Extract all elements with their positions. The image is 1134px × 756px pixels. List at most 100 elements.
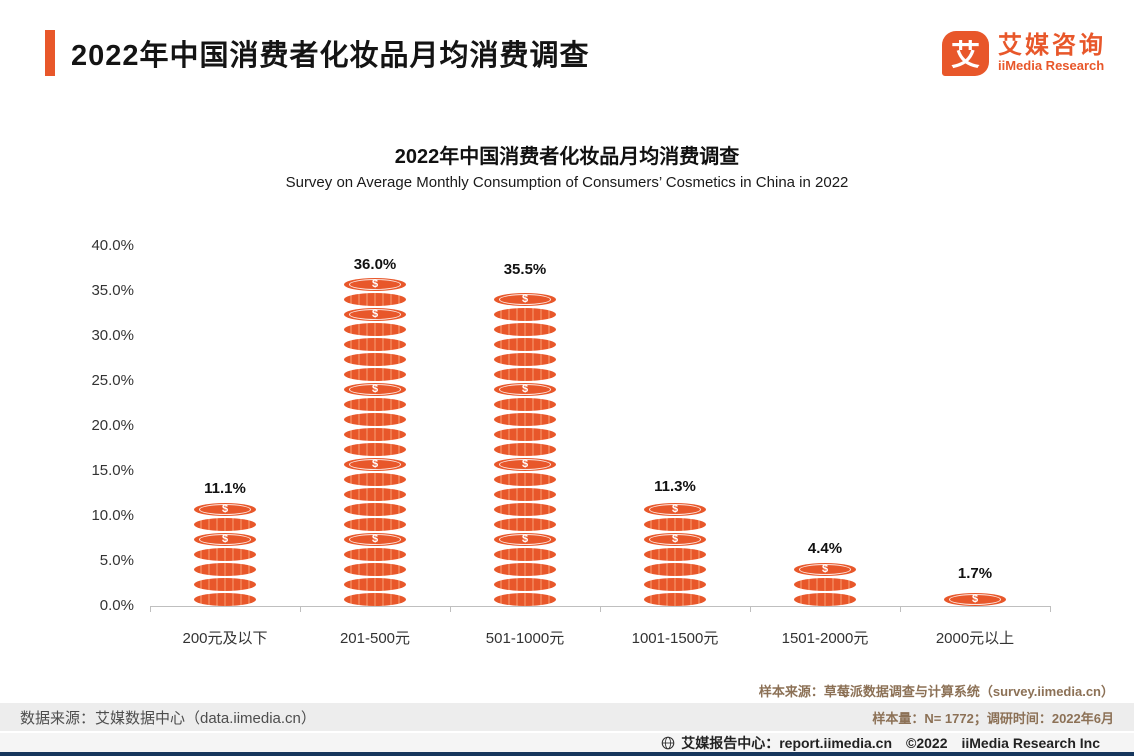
report-footer-text: 艾媒报告中心：report.iimedia.cn ©2022 iiMedia R… (681, 734, 1100, 751)
coin (494, 578, 556, 591)
bar-slot: 11.1% $ $ (150, 247, 300, 606)
coin (794, 578, 856, 591)
coin (494, 488, 556, 501)
coin-bar: $ $ $ $ $ (344, 278, 406, 606)
coin (644, 593, 706, 606)
x-tick (300, 606, 301, 612)
x-tick (150, 606, 151, 612)
y-tick-label: 30.0% (91, 327, 134, 344)
coin (494, 473, 556, 486)
coin-top-face: $ (194, 533, 256, 546)
bar-slot: 11.3% $ $ (600, 247, 750, 606)
bar-value-label: 11.1% (204, 480, 246, 498)
coin (494, 503, 556, 516)
coin-top-face: $ (494, 458, 556, 471)
coin-top-face: $ (494, 383, 556, 396)
x-category-label: 201-500元 (339, 630, 411, 647)
coin (344, 353, 406, 366)
y-tick-label: 40.0% (91, 237, 134, 254)
y-tick-label: 25.0% (91, 372, 134, 389)
y-tick-label: 35.0% (91, 282, 134, 299)
coin (344, 563, 406, 576)
y-tick-label: 20.0% (91, 417, 134, 434)
coin-bar: $ (944, 593, 1006, 606)
bar-slot: 1.7% $ (900, 247, 1050, 606)
coin-top-face: $ (644, 533, 706, 546)
coin (794, 593, 856, 606)
y-tick-label: 10.0% (91, 507, 134, 524)
report-footer-bar: 艾媒报告中心：report.iimedia.cn ©2022 iiMedia R… (0, 733, 1134, 752)
globe-icon (661, 736, 675, 750)
y-tick-label: 0.0% (99, 597, 134, 614)
coin (344, 338, 406, 351)
coin (494, 353, 556, 366)
logo-icon: 艾 (942, 30, 989, 76)
iimedia-logo: 艾 艾媒咨询 iiMedia Research (942, 30, 1106, 76)
coin (644, 548, 706, 561)
coin-top-face: $ (344, 458, 406, 471)
y-tick-label: 15.0% (91, 462, 134, 479)
coin (344, 548, 406, 561)
bar-value-label: 11.3% (654, 478, 696, 496)
bar-slot: 36.0% $ $ $ $ $ (300, 247, 450, 606)
x-tick (750, 606, 751, 612)
logo-name-cn: 艾媒咨询 (998, 31, 1106, 59)
coin (344, 323, 406, 336)
coin (644, 563, 706, 576)
coin (194, 518, 256, 531)
x-axis-categories: 200元及以下 201-500元 501-1000元 1001-1500元 1501-2… (150, 627, 1050, 648)
x-category-label: 1001-1500元 (631, 630, 719, 647)
coin (494, 413, 556, 426)
coin-top-face: $ (494, 293, 556, 306)
bar-value-label: 4.4% (807, 540, 843, 558)
sample-info-note: 样本量：N= 1772；调研时间：2022年6月 (872, 710, 1114, 726)
coin (494, 548, 556, 561)
x-category-label: 501-1000元 (485, 630, 565, 647)
bar-value-label: 1.7% (957, 564, 993, 582)
coin (344, 443, 406, 456)
chart-subtitle: Survey on Average Monthly Consumption of… (285, 174, 849, 191)
coin (494, 443, 556, 456)
coin-top-face: $ (494, 533, 556, 546)
coin (344, 518, 406, 531)
coin (494, 518, 556, 531)
page-title: 2022年中国消费者化妆品月均消费调查 (71, 40, 590, 72)
coin (494, 308, 556, 321)
bottom-accent-line (0, 752, 1134, 756)
sample-source-note: 样本来源：草莓派数据调查与计算系统（survey.iimedia.cn） (758, 684, 1114, 699)
x-category-label: 200元及以下 (182, 630, 268, 647)
coin (194, 593, 256, 606)
coin (344, 428, 406, 441)
coin (494, 563, 556, 576)
coin-top-face: $ (194, 503, 256, 516)
logo-text: 艾媒咨询 iiMedia Research (998, 32, 1106, 75)
header: 2022年中国消费者化妆品月均消费调查 艾 艾媒咨询 iiMedia Resea… (45, 30, 1106, 76)
coin (194, 548, 256, 561)
coin (494, 593, 556, 606)
plot-area: 0.0% 5.0% 10.0% 15.0% 20.0% 25.0% 30.0% 35.0% 40… (91, 237, 1051, 614)
coin-top-face: $ (344, 278, 406, 291)
coin-top-face: $ (344, 383, 406, 396)
coin (344, 368, 406, 381)
x-tick (900, 606, 901, 612)
coin (344, 473, 406, 486)
coin (494, 338, 556, 351)
coin-bar: $ $ (194, 503, 256, 606)
coin (494, 323, 556, 336)
footer-band: 数据来源：艾媒数据中心（data.iimedia.cn） 样本量：N= 1772… (0, 703, 1134, 731)
coin (344, 578, 406, 591)
coin-bar: $ $ (644, 503, 706, 606)
x-category-label: 2000元以上 (935, 630, 1015, 647)
plot-slots: 11.1% $ $36.0% $ $ $ $ $35.5% $ $ $ $11.3% $ $4.4% $1.… (150, 247, 1050, 606)
coin (644, 578, 706, 591)
y-axis-labels: 0.0% 5.0% 10.0% 15.0% 20.0% 25.0% 30.0% 35.0% 40… (62, 237, 142, 614)
coin-top-face: $ (794, 563, 856, 576)
coin-top-face: $ (644, 503, 706, 516)
coin (494, 398, 556, 411)
chart-title: 2022年中国消费者化妆品月均消费调查 (394, 146, 740, 168)
bar-slot: 35.5% $ $ $ $ (450, 247, 600, 606)
coin-bar: $ $ $ $ (494, 293, 556, 606)
coin (644, 518, 706, 531)
bar-slot: 4.4% $ (750, 247, 900, 606)
